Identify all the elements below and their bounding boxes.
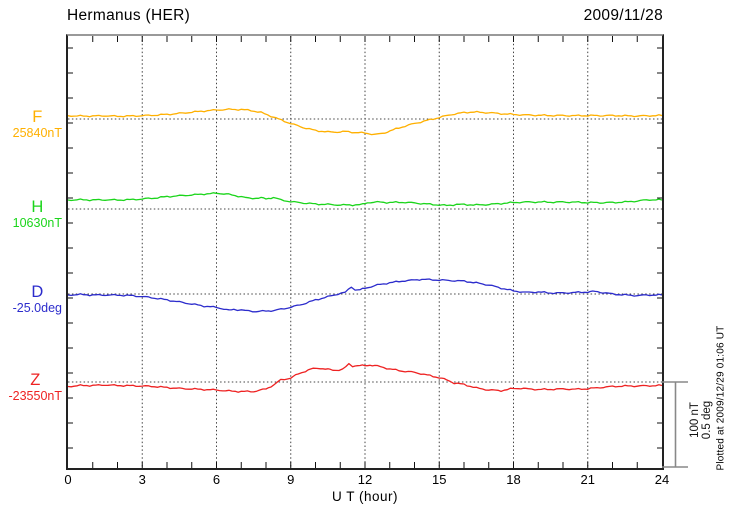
scale-bar-label-deg: 0.5 deg <box>701 400 713 440</box>
scale-bar-label: 100 nT 0.5 deg <box>689 401 713 439</box>
magnetogram-traces <box>68 36 662 468</box>
series-baseline-value-D: -25.0deg <box>12 301 62 315</box>
series-letter-Z: Z <box>30 371 41 389</box>
plotted-at-note: Plotted at 2009/12/29 01:06 UT <box>715 325 727 471</box>
trace-Z <box>68 362 662 393</box>
trace-F <box>68 108 662 136</box>
x-tick-label-9: 9 <box>287 472 295 487</box>
series-label-H: H 10630nT <box>13 199 62 230</box>
x-axis-label: U T (hour) <box>331 489 399 504</box>
trace-D <box>68 278 662 313</box>
date-label: 2009/11/28 <box>583 7 663 24</box>
series-baseline-value-F: 25840nT <box>12 126 62 140</box>
station-title: Hermanus (HER) <box>67 7 191 24</box>
series-baseline-value-Z: -23550nT <box>8 389 62 403</box>
x-tick-label-0: 0 <box>64 472 72 487</box>
series-letter-D: D <box>31 283 44 301</box>
series-label-D: D -25.0deg <box>13 284 62 315</box>
trace-H <box>68 192 662 207</box>
x-tick-label-3: 3 <box>138 472 146 487</box>
series-label-Z: Z -23550nT <box>8 372 62 403</box>
x-tick-label-6: 6 <box>212 472 221 487</box>
series-letter-H: H <box>31 198 44 216</box>
x-tick-label-24: 24 <box>654 472 670 487</box>
series-label-F: F 25840nT <box>13 109 62 140</box>
x-tick-label-21: 21 <box>580 472 595 487</box>
x-tick-label-15: 15 <box>432 472 447 487</box>
series-letter-F: F <box>32 108 43 126</box>
series-baseline-value-H: 10630nT <box>12 216 62 230</box>
scale-bar-label-nt: 100 nT <box>689 402 701 438</box>
x-tick-label-12: 12 <box>357 472 373 487</box>
x-tick-label-18: 18 <box>506 472 521 487</box>
plot-area <box>66 34 664 470</box>
